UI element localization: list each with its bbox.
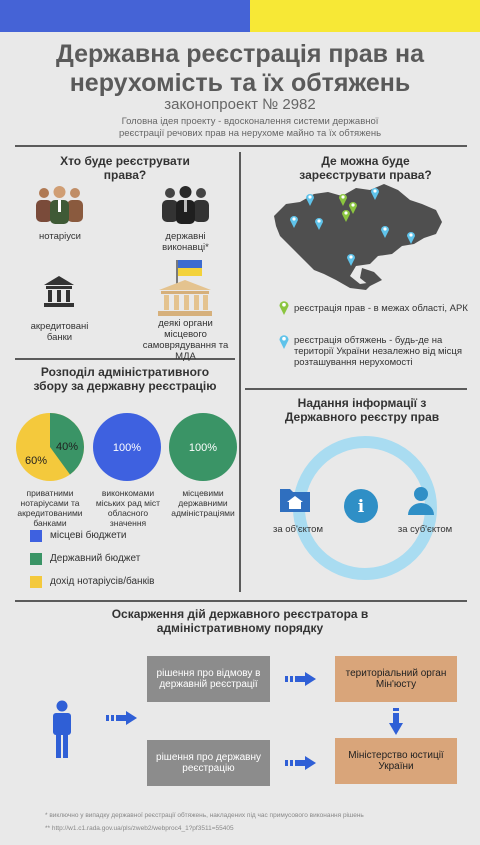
appeal-heading: Оскарження дій державного реєстратора в … — [111, 607, 369, 635]
pie1-label: приватними нотаріусами та акредитованими… — [17, 488, 83, 528]
pie2-label: виконкомами міських рад міст обласного з… — [95, 488, 161, 528]
page-title: Державна реєстрація прав на нерухомість … — [56, 40, 424, 97]
legend-notary-income: дохід нотаріусів/банків — [50, 576, 155, 587]
flag-yellow-band — [250, 0, 480, 32]
bank-icon — [42, 274, 76, 308]
bill-number: законопроект № 2982 — [164, 96, 316, 113]
map-pin-green-1 — [338, 192, 348, 211]
info-icon: i — [343, 488, 379, 529]
info-heading: Надання інформації з Державного реєстру … — [284, 396, 440, 424]
ministry-box: Міністерство юстиції України — [335, 738, 457, 784]
pie-notaries-banks: 40% 60% — [15, 412, 85, 487]
arrow-right-applicant — [106, 710, 138, 731]
legend-swatch-state — [30, 553, 42, 565]
pie1-yellow-value: 60% — [25, 455, 47, 467]
banks-label: акредитовані банки — [30, 321, 89, 343]
map-pin-blue-2 — [305, 192, 315, 211]
notaries-icon — [32, 185, 87, 225]
divider-vertical — [239, 152, 241, 592]
green-pin-icon — [278, 299, 290, 320]
by-subject-label: за суб'єктом — [397, 524, 453, 535]
government-building-icon — [155, 258, 215, 318]
legend-green-text: реєстрація прав - в межах області, АРК — [294, 303, 468, 314]
territorial-body-box: територіальний орган Мін'юсту — [335, 656, 457, 702]
arrow-right-top — [285, 671, 317, 692]
footnote-1: * виключно у випадку державної реєстраці… — [45, 812, 364, 819]
legend-swatch-income — [30, 576, 42, 588]
blue-pin-icon — [278, 333, 290, 354]
divider-bottom — [15, 600, 467, 602]
map-pin-blue-1 — [370, 186, 380, 205]
local-authorities-label: деякі органи місцевого самоврядування та… — [142, 318, 229, 362]
intro-text: Головна ідея проекту - вдосконалення сис… — [118, 116, 382, 139]
flag-blue-band — [0, 0, 250, 32]
pie-state-administrations: 100% — [168, 412, 238, 487]
map-pin-blue-4 — [314, 216, 324, 235]
ukraine-map — [270, 180, 445, 292]
folder-house-icon — [278, 484, 312, 519]
map-pin-blue-6 — [406, 230, 416, 249]
map-pin-green-3 — [341, 208, 351, 227]
map-pin-blue-7 — [346, 252, 356, 271]
pie-city-councils: 100% — [92, 412, 162, 487]
legend-state-budget: Державний бюджет — [50, 553, 141, 564]
divider-top — [15, 145, 467, 147]
decision-registration-box: рішення про державну реєстрацію — [147, 740, 270, 786]
applicant-icon — [50, 700, 74, 765]
pie3-label: місцевими державними адміністраціями — [171, 488, 235, 518]
legend-swatch-local — [30, 530, 42, 542]
pie3-value: 100% — [189, 442, 217, 454]
footnote-2: ** http://w1.c1.rada.gov.ua/pls/zweb2/we… — [45, 825, 234, 832]
arrow-right-bottom — [285, 755, 317, 776]
pie2-value: 100% — [113, 442, 141, 454]
by-object-label: за об'єктом — [273, 524, 323, 535]
info-icon-glyph: i — [358, 497, 365, 517]
pie1-green-value: 40% — [56, 441, 78, 453]
arrow-down — [388, 708, 404, 741]
map-pin-blue-3 — [289, 214, 299, 233]
notaries-label: нотаріуси — [39, 231, 81, 242]
legend-local-budgets: місцеві бюджети — [50, 530, 127, 541]
person-icon — [405, 486, 437, 521]
executors-icon — [158, 185, 213, 225]
decision-refusal-box: рішення про відмову в державній реєстрац… — [147, 656, 270, 702]
executors-label: державні виконавці* — [162, 231, 209, 253]
divider-left-mid — [15, 358, 235, 360]
divider-right-mid — [245, 388, 467, 390]
where-heading: Де можна буде зареєструвати права? — [299, 154, 432, 182]
map-pin-green-2 — [348, 200, 358, 219]
legend-blue-text: реєстрація обтяжень - будь-де на територ… — [294, 335, 463, 368]
map-pin-blue-5 — [380, 224, 390, 243]
fee-heading: Розподіл адміністративного збору за держ… — [33, 365, 217, 393]
who-heading: Хто буде реєструвати права? — [60, 154, 190, 182]
